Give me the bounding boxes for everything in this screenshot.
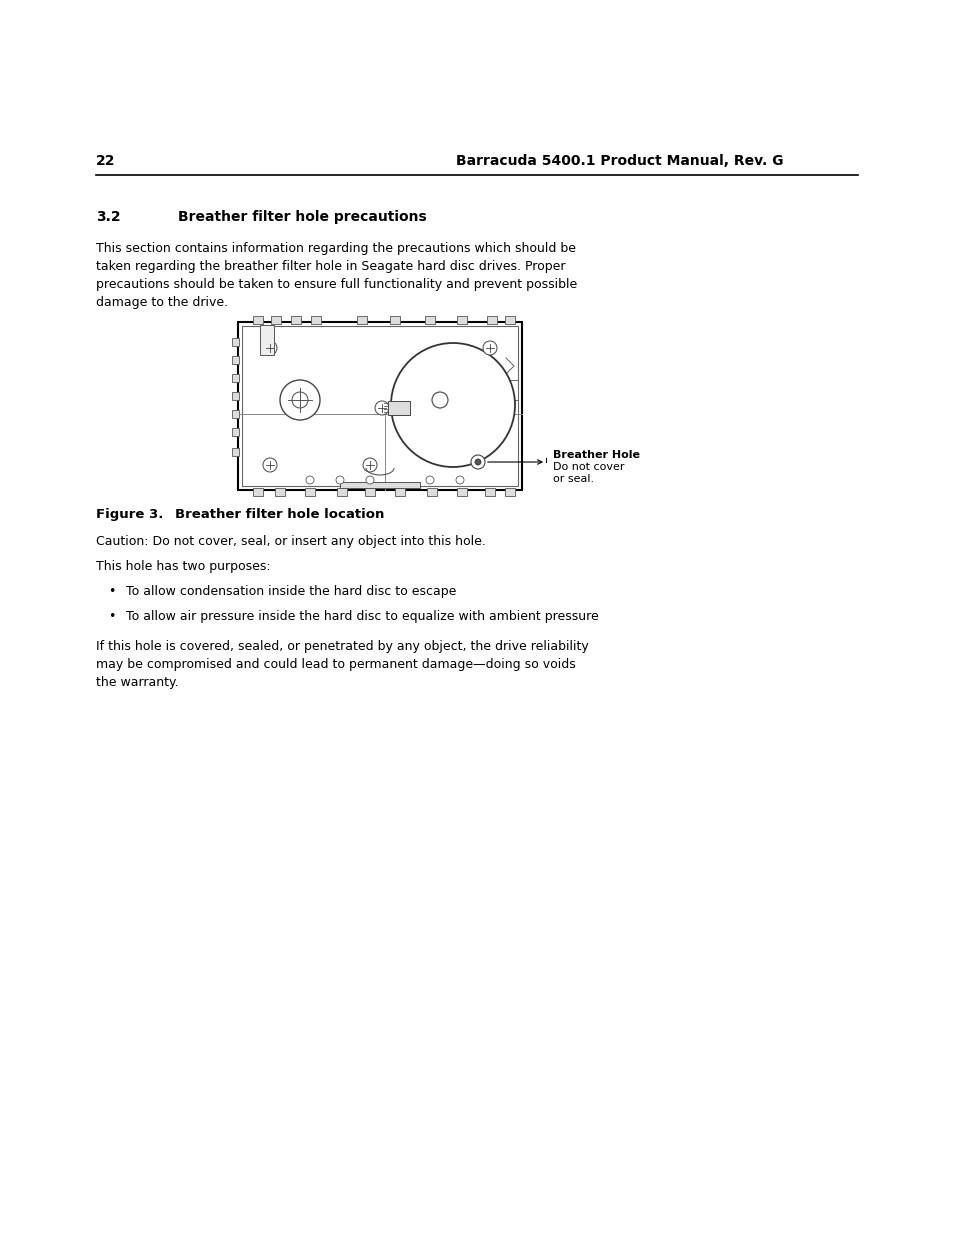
Text: may be compromised and could lead to permanent damage—doing so voids: may be compromised and could lead to per… — [96, 658, 576, 671]
Text: This hole has two purposes:: This hole has two purposes: — [96, 559, 271, 573]
Text: Breather filter hole location: Breather filter hole location — [174, 508, 384, 521]
Bar — [424, 316, 435, 324]
Text: •: • — [108, 610, 115, 622]
Text: 3.2: 3.2 — [96, 210, 120, 224]
Bar — [232, 391, 239, 400]
Bar — [232, 448, 239, 456]
Circle shape — [391, 343, 515, 467]
Text: damage to the drive.: damage to the drive. — [96, 296, 228, 309]
Text: Breather filter hole precautions: Breather filter hole precautions — [178, 210, 426, 224]
Circle shape — [471, 454, 484, 469]
Bar — [232, 429, 239, 436]
Bar — [388, 401, 410, 415]
Bar — [291, 316, 301, 324]
Bar — [504, 488, 515, 496]
Text: Caution: Do not cover, seal, or insert any object into this hole.: Caution: Do not cover, seal, or insert a… — [96, 535, 485, 548]
Bar — [271, 316, 281, 324]
Bar — [395, 488, 405, 496]
Text: Barracuda 5400.1 Product Manual, Rev. G: Barracuda 5400.1 Product Manual, Rev. G — [456, 154, 783, 168]
Bar — [305, 488, 314, 496]
Circle shape — [335, 475, 344, 484]
Circle shape — [426, 475, 434, 484]
Circle shape — [306, 475, 314, 484]
Bar — [232, 410, 239, 417]
Bar — [237, 322, 521, 490]
Circle shape — [280, 380, 319, 420]
Bar — [232, 356, 239, 364]
Circle shape — [366, 475, 374, 484]
Circle shape — [263, 341, 276, 354]
Bar — [336, 488, 347, 496]
Circle shape — [482, 341, 497, 354]
Text: taken regarding the breather filter hole in Seagate hard disc drives. Proper: taken regarding the breather filter hole… — [96, 261, 565, 273]
Bar — [427, 488, 436, 496]
Text: Figure 3.: Figure 3. — [96, 508, 163, 521]
Circle shape — [456, 475, 463, 484]
Text: Do not cover: Do not cover — [553, 462, 624, 472]
Bar — [356, 316, 367, 324]
Text: To allow air pressure inside the hard disc to equalize with ambient pressure: To allow air pressure inside the hard di… — [126, 610, 598, 622]
Circle shape — [432, 391, 448, 408]
Text: Breather Hole: Breather Hole — [553, 450, 639, 459]
Text: •: • — [108, 585, 115, 598]
Bar — [339, 482, 419, 488]
Circle shape — [292, 391, 308, 408]
Bar — [311, 316, 320, 324]
Bar — [242, 326, 517, 487]
Bar — [260, 325, 274, 354]
Bar — [253, 488, 263, 496]
Bar — [274, 488, 285, 496]
Bar — [504, 316, 515, 324]
Text: precautions should be taken to ensure full functionality and prevent possible: precautions should be taken to ensure fu… — [96, 278, 577, 291]
Bar — [365, 488, 375, 496]
Circle shape — [263, 458, 276, 472]
Bar — [456, 488, 467, 496]
Text: If this hole is covered, sealed, or penetrated by any object, the drive reliabil: If this hole is covered, sealed, or pene… — [96, 640, 588, 653]
Text: or seal.: or seal. — [553, 474, 594, 484]
Text: To allow condensation inside the hard disc to escape: To allow condensation inside the hard di… — [126, 585, 456, 598]
Circle shape — [375, 401, 389, 415]
Bar — [232, 374, 239, 382]
Text: This section contains information regarding the precautions which should be: This section contains information regard… — [96, 242, 576, 254]
Bar — [232, 338, 239, 346]
Bar — [486, 316, 497, 324]
Bar — [390, 316, 399, 324]
FancyArrowPatch shape — [487, 459, 541, 464]
Circle shape — [363, 458, 376, 472]
Bar — [456, 316, 467, 324]
Text: 22: 22 — [96, 154, 115, 168]
Bar — [484, 488, 495, 496]
Text: the warranty.: the warranty. — [96, 676, 178, 689]
Bar — [253, 316, 263, 324]
Circle shape — [475, 459, 480, 466]
